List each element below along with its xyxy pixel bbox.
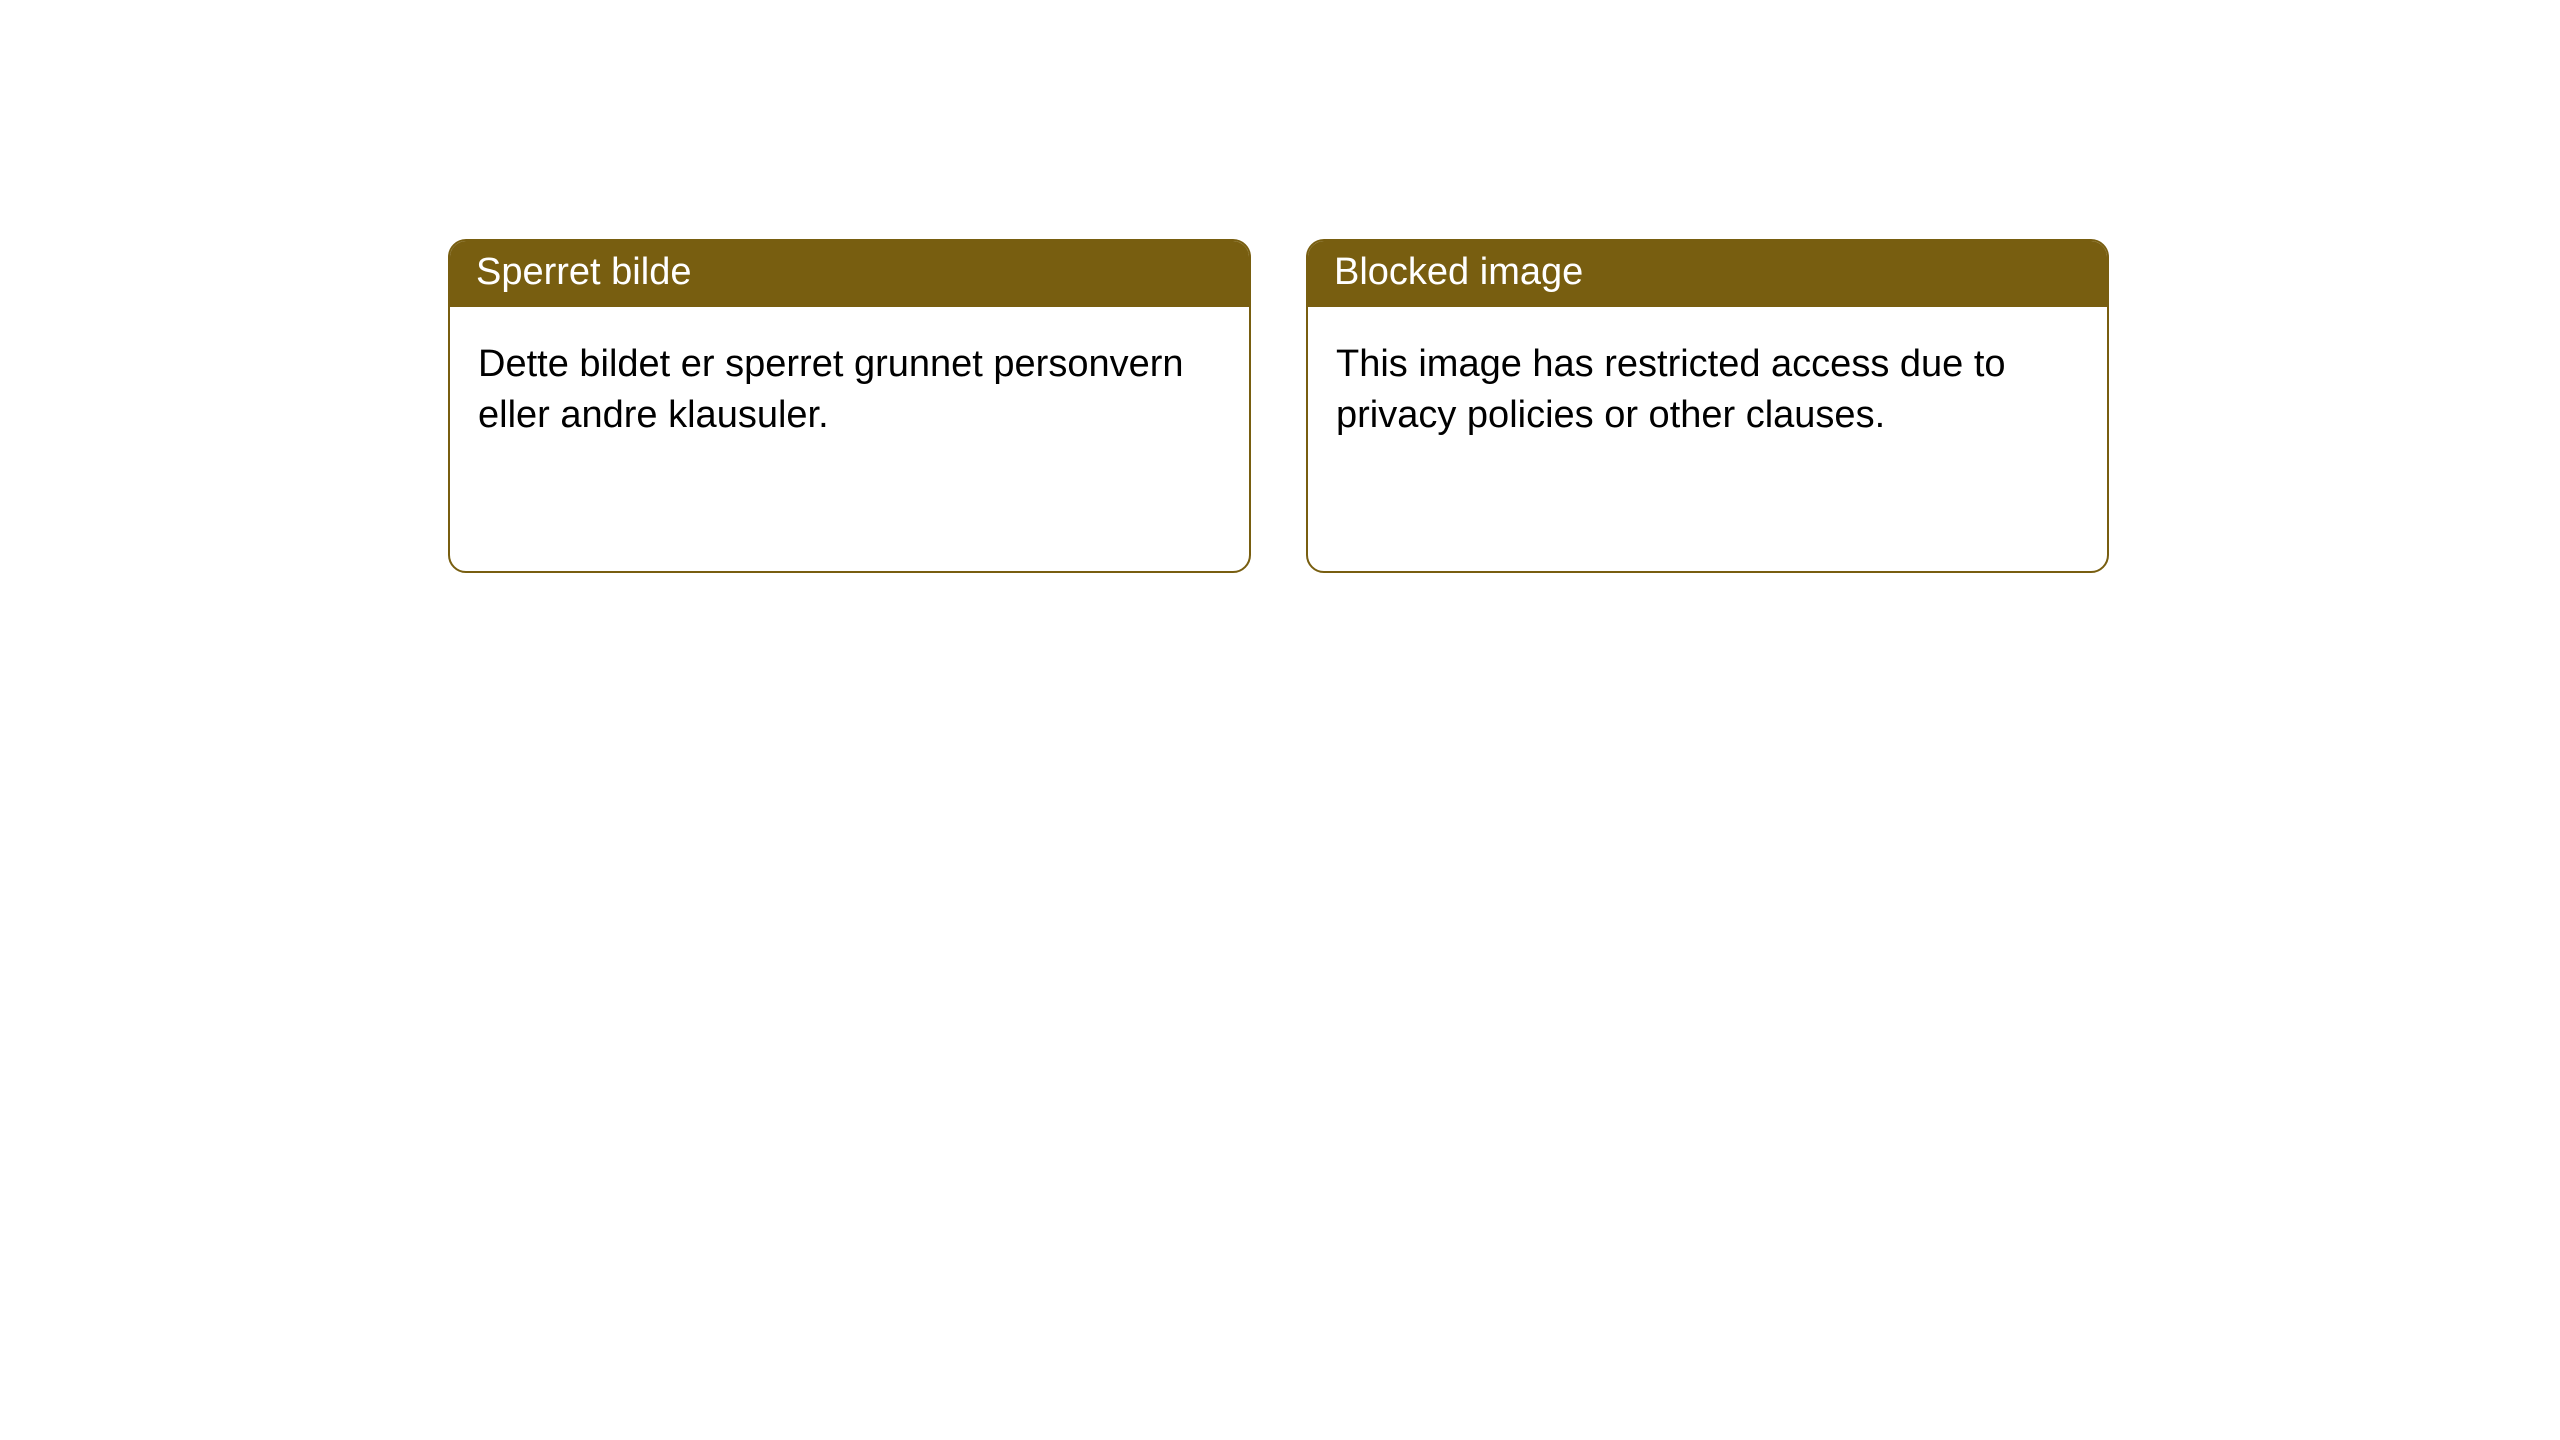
notice-card-norwegian: Sperret bilde Dette bildet er sperret gr…: [448, 239, 1251, 573]
card-header-text: Sperret bilde: [476, 251, 691, 293]
card-body-norwegian: Dette bildet er sperret grunnet personve…: [450, 307, 1249, 474]
notice-card-english: Blocked image This image has restricted …: [1306, 239, 2109, 573]
card-header-english: Blocked image: [1308, 241, 2107, 307]
notice-cards-container: Sperret bilde Dette bildet er sperret gr…: [0, 0, 2560, 573]
card-body-text: Dette bildet er sperret grunnet personve…: [478, 343, 1184, 436]
card-header-norwegian: Sperret bilde: [450, 241, 1249, 307]
card-body-english: This image has restricted access due to …: [1308, 307, 2107, 474]
card-body-text: This image has restricted access due to …: [1336, 343, 2006, 436]
card-header-text: Blocked image: [1334, 251, 1583, 293]
